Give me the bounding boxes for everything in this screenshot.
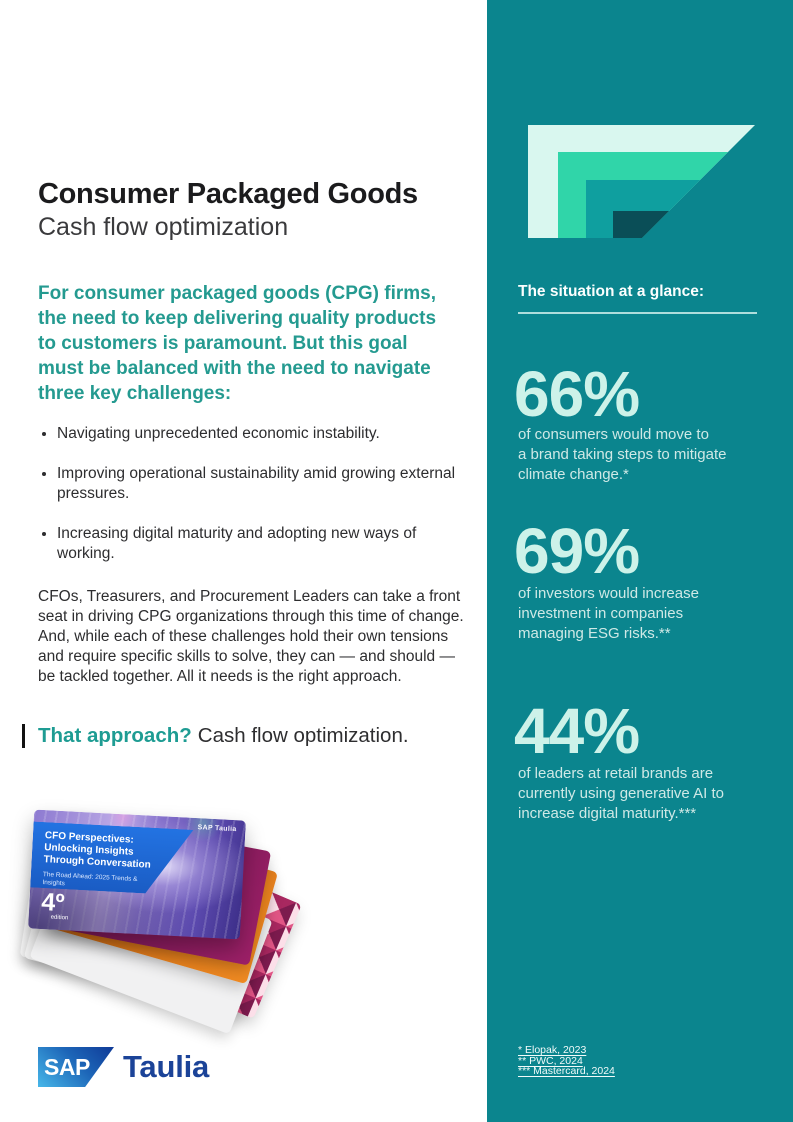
stat-description: of consumers would move to a brand takin… [518, 425, 763, 485]
stat-line: managing ESG risks.** [518, 625, 671, 642]
taulia-logo-text: Taulia [123, 1049, 210, 1084]
stat-line: a brand taking steps to mitigate [518, 446, 727, 463]
sidebar-divider [518, 312, 757, 314]
stats-sidebar: The situation at a glance: 66% of consum… [487, 0, 793, 1122]
list-item: Increasing digital maturity and adopting… [57, 524, 477, 564]
cover-edition: 4º edition [40, 888, 69, 922]
stat-line: increase digital maturity.*** [518, 805, 697, 822]
stat-line: investment in companies [518, 605, 684, 622]
sidebar-heading: The situation at a glance: [518, 283, 705, 300]
footnote-link-mastercard[interactable]: *** Mastercard, 2024 [518, 1065, 615, 1077]
callout-question: That approach? [38, 724, 192, 747]
cover-title: CFO Perspectives: Unlocking Insights Thr… [43, 830, 152, 871]
edition-number: 4º [40, 888, 66, 918]
footnote-link-pwc[interactable]: ** PWC, 2024 [518, 1054, 583, 1067]
callout-answer: Cash flow optimization. [197, 724, 409, 747]
page-subtitle: Cash flow optimization [38, 213, 289, 241]
sap-logo-mark: SAP [38, 1047, 114, 1087]
stat-value-44: 44% [514, 695, 640, 767]
stat-description: of leaders at retail brands are currentl… [518, 764, 763, 824]
page-title: Consumer Packaged Goods [38, 178, 418, 210]
sap-logo-text: SAP [44, 1054, 90, 1080]
stat-line: climate change.* [518, 466, 629, 483]
stat-line: currently using generative AI to [518, 785, 724, 802]
edition-label: edition [50, 914, 69, 922]
cover-sap-taulia-logo: SAP Taulia [197, 824, 237, 834]
approach-callout: That approach? Cash flow optimization. [22, 724, 409, 748]
challenges-list: Navigating unprecedented economic instab… [38, 424, 477, 584]
source-footnotes: * Elopak, 2023 ** PWC, 2024 *** Masterca… [518, 1045, 615, 1077]
list-item: Improving operational sustainability ami… [57, 464, 477, 504]
stat-value-69: 69% [514, 515, 640, 587]
body-paragraph: CFOs, Treasurers, and Procurement Leader… [38, 588, 464, 685]
list-item: Navigating unprecedented economic instab… [57, 424, 477, 444]
sap-taulia-logo: SAP Taulia [38, 1046, 209, 1088]
footnote-link-elopak[interactable]: * Elopak, 2023 [518, 1044, 587, 1056]
stat-line: of leaders at retail brands are [518, 765, 714, 782]
stat-description: of investors would increase investment i… [518, 584, 763, 644]
stat-line: of consumers would move to [518, 426, 709, 443]
cover-title-banner: CFO Perspectives: Unlocking Insights Thr… [30, 822, 193, 896]
nested-corner-graphic [528, 125, 755, 238]
callout-bar [22, 724, 25, 748]
intro-paragraph: For consumer packaged goods (CPG) firms,… [38, 283, 437, 404]
stat-value-66: 66% [514, 358, 640, 430]
stat-line: of investors would increase [518, 585, 699, 602]
report-stack-image: SAP Taulia CFO Perspectives: Unlocking I… [19, 806, 302, 1035]
cfo-perspectives-cover: SAP Taulia CFO Perspectives: Unlocking I… [28, 809, 246, 940]
